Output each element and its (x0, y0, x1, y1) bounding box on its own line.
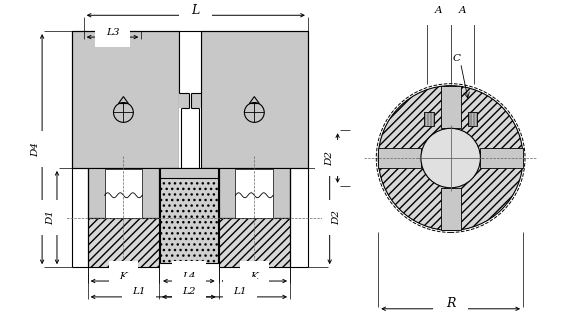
Text: C: C (453, 54, 460, 63)
Bar (467, 113, 477, 126)
Bar (424, 113, 434, 126)
Text: A: A (435, 6, 442, 15)
Text: L4: L4 (182, 272, 196, 281)
Text: A: A (459, 6, 466, 15)
Text: D1: D1 (47, 210, 55, 225)
Text: L1: L1 (233, 288, 247, 296)
Bar (160, 168, 218, 178)
Bar (179, 93, 189, 109)
Circle shape (421, 128, 480, 188)
Text: K: K (119, 272, 127, 281)
Bar (191, 93, 201, 109)
Bar (236, 169, 273, 217)
Circle shape (378, 86, 523, 230)
Bar (160, 168, 218, 263)
Text: D2: D2 (325, 151, 334, 166)
Bar (441, 86, 460, 128)
Text: L1: L1 (132, 288, 146, 296)
Bar (179, 31, 201, 168)
Bar (219, 217, 290, 267)
Text: K: K (250, 272, 258, 281)
Text: D4: D4 (31, 142, 40, 157)
Text: L: L (191, 4, 200, 17)
Bar (378, 148, 421, 168)
Bar (88, 217, 159, 267)
Bar (105, 169, 142, 217)
Bar (480, 148, 523, 168)
Bar (441, 188, 460, 230)
Bar (88, 168, 159, 217)
Text: R: R (446, 297, 455, 310)
Text: L3: L3 (106, 28, 119, 37)
Text: D2: D2 (332, 210, 341, 225)
Bar (72, 31, 179, 168)
Bar (219, 168, 290, 217)
Text: L2: L2 (182, 288, 196, 296)
Bar (201, 31, 308, 168)
